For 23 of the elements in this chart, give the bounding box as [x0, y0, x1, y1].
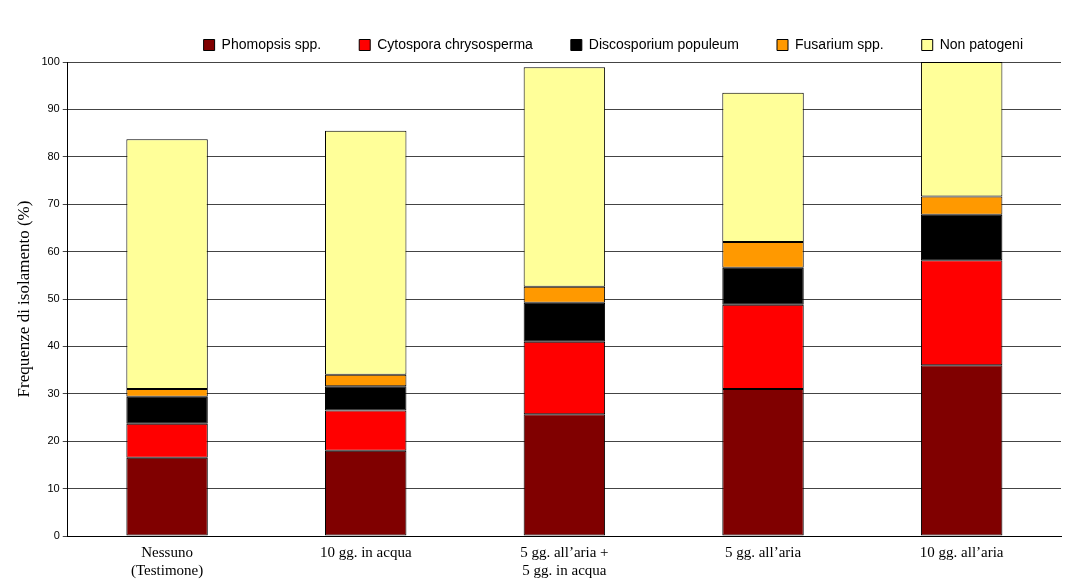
y-tick-label: 90 — [47, 102, 60, 115]
y-tick-label: 0 — [53, 529, 60, 542]
y-tick-label: 20 — [47, 434, 60, 447]
legend-label: Phomopsis spp. — [221, 35, 322, 52]
legend-label: Discosporium populeum — [588, 35, 740, 52]
x-tick-label: 5 gg. all’aria + 5 gg. in acqua — [520, 543, 609, 578]
x-tick-label: 5 gg. all’aria — [724, 543, 802, 560]
y-tick-label: 40 — [47, 339, 60, 352]
x-tick-label: Nessuno (Testimone) — [130, 543, 204, 579]
y-tick-label: 30 — [47, 386, 60, 399]
y-tick-label: 100 — [41, 55, 60, 68]
bar — [126, 396, 208, 424]
legend-label: Non patogeni — [939, 35, 1024, 52]
y-tick-label: 60 — [47, 244, 60, 257]
y-axis-title: Frequenze di isolamento (%) — [13, 200, 33, 398]
y-tick-label: 50 — [47, 292, 60, 305]
y-tick-label: 10 — [47, 481, 60, 494]
y-tick-label: 80 — [47, 149, 60, 162]
x-tick-label: 10 gg. in acqua — [319, 543, 412, 560]
legend-label: Fusarium spp. — [795, 35, 884, 52]
legend-label: Cytospora chrysosperma — [377, 35, 534, 52]
x-tick-label: 10 gg. all’aria — [919, 543, 1004, 560]
y-tick-label: 70 — [47, 197, 60, 210]
